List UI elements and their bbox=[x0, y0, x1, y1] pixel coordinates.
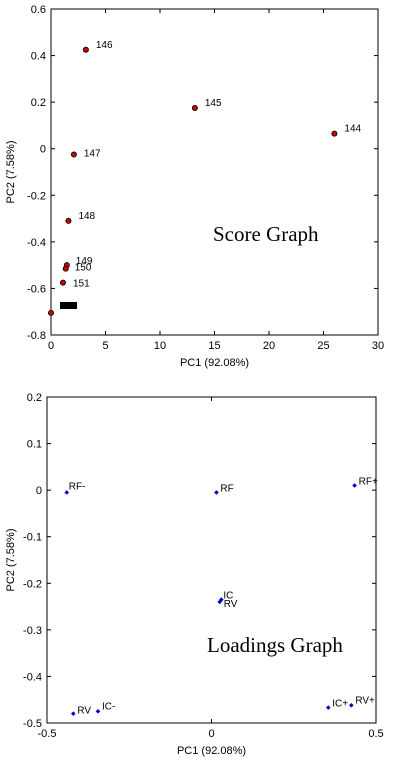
y-tick-label: 0.2 bbox=[31, 97, 46, 109]
data-point bbox=[59, 279, 66, 286]
data-point bbox=[349, 703, 354, 708]
data-point bbox=[64, 490, 70, 495]
x-tick-label: 0 bbox=[48, 340, 54, 352]
point-label: RF- bbox=[69, 481, 86, 492]
y-tick-label: -0.3 bbox=[23, 625, 42, 637]
data-point bbox=[191, 104, 198, 111]
legend-swatch bbox=[60, 302, 77, 309]
point-label: 144 bbox=[344, 124, 361, 135]
point-label: 146 bbox=[96, 40, 113, 51]
chart-annotation: Score Graph bbox=[213, 222, 319, 246]
data-point bbox=[331, 130, 338, 137]
x-axis-label: PC1 (92.08%) bbox=[180, 357, 249, 369]
y-tick-label: -0.2 bbox=[23, 578, 42, 590]
point-label: RV+ bbox=[355, 695, 375, 706]
y-tick-label: 0 bbox=[36, 485, 42, 497]
point-label: 148 bbox=[78, 211, 95, 222]
y-tick-label: -0.4 bbox=[27, 237, 46, 249]
y-tick-label: 0 bbox=[40, 144, 46, 156]
point-label: 150 bbox=[75, 263, 92, 274]
point-label: IC+ bbox=[332, 699, 348, 710]
x-tick-label: 5 bbox=[102, 340, 108, 352]
data-point bbox=[217, 599, 223, 605]
x-tick-label: 10 bbox=[154, 340, 166, 352]
point-label: RV bbox=[224, 599, 238, 610]
data-point bbox=[95, 709, 101, 714]
data-point bbox=[325, 705, 331, 710]
y-tick-label: -0.2 bbox=[27, 190, 46, 202]
y-axis-label: PC2 (7.58%) bbox=[5, 141, 17, 204]
x-tick-label: -0.5 bbox=[38, 728, 57, 740]
point-label: 145 bbox=[205, 98, 222, 109]
y-tick-label: -0.6 bbox=[27, 283, 46, 295]
y-tick-label: 0.4 bbox=[31, 51, 46, 63]
x-tick-label: 0.5 bbox=[368, 728, 383, 740]
point-label: RV bbox=[77, 706, 91, 717]
x-tick-label: 20 bbox=[263, 340, 275, 352]
data-point bbox=[62, 265, 69, 272]
data-point bbox=[70, 151, 77, 158]
data-point bbox=[82, 46, 89, 53]
y-axis-label: PC2 (7.58%) bbox=[5, 529, 17, 592]
y-tick-label: 0.1 bbox=[27, 439, 42, 451]
point-label: 147 bbox=[84, 149, 101, 160]
score-graph-chart: 0 5 10 15 20 25 30 -0.8 -0.6 -0.4 -0.2 0 0.2 0.4 0.6 PC… bbox=[5, 4, 384, 369]
y-tick-label: -0.4 bbox=[23, 671, 42, 683]
loadings-graph-chart: -0.5 0 0.5 -0.5 -0.4 -0.3 -0.2 -0.1 0 0.1 0.2 PC1 (… bbox=[5, 392, 384, 757]
point-label: IC bbox=[223, 591, 233, 602]
point-label: 149 bbox=[76, 256, 93, 267]
y-tick-label: 0.2 bbox=[27, 392, 42, 404]
data-point bbox=[71, 711, 76, 716]
y-tick-label: -0.8 bbox=[27, 330, 46, 342]
x-axis-label: PC1 (92.08%) bbox=[177, 745, 246, 757]
point-label: 151 bbox=[73, 279, 90, 290]
data-point bbox=[214, 490, 219, 495]
y-tick-label: -0.1 bbox=[23, 532, 42, 544]
x-tick-label: 15 bbox=[208, 340, 220, 352]
x-tick-label: 25 bbox=[317, 340, 329, 352]
point-label: IC- bbox=[102, 701, 115, 712]
point-label: RF bbox=[220, 483, 233, 494]
plot-frame bbox=[50, 8, 379, 336]
chart-annotation: Loadings Graph bbox=[207, 633, 343, 657]
data-point bbox=[65, 217, 72, 224]
plot-frame bbox=[46, 396, 377, 724]
y-tick-label: 0.6 bbox=[31, 4, 46, 16]
data-point bbox=[352, 483, 357, 488]
x-tick-label: 0 bbox=[208, 728, 214, 740]
data-point bbox=[48, 309, 55, 316]
y-tick-label: -0.5 bbox=[23, 718, 42, 730]
x-tick-label: 30 bbox=[372, 340, 384, 352]
point-label: RF+ bbox=[359, 476, 378, 487]
